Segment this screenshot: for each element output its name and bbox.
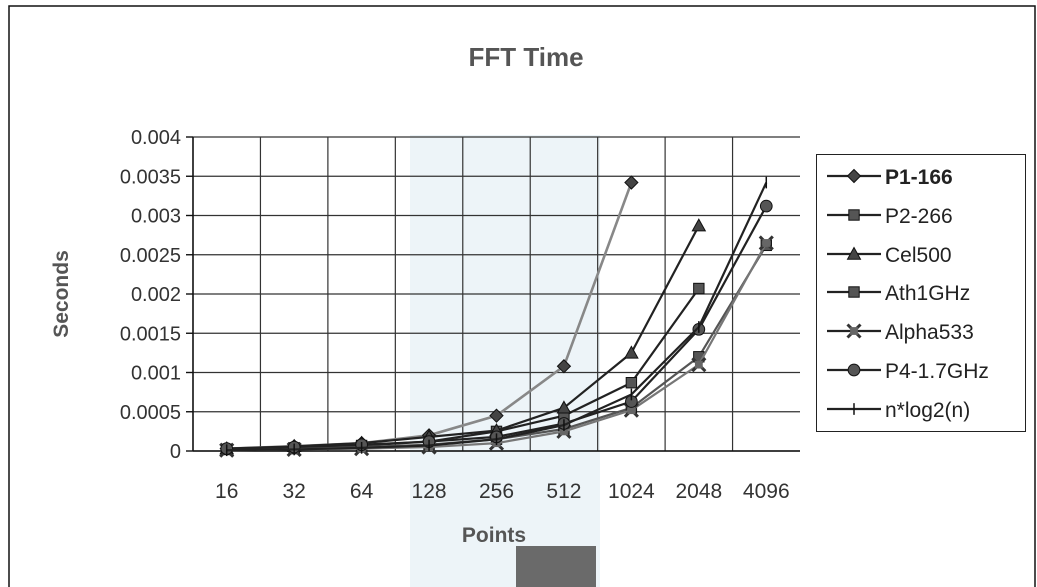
legend-marker <box>846 246 862 260</box>
legend-swatch-p2-266 <box>827 209 881 221</box>
x-tick-labels: 16 32 64 128 256 512 1024 2048 4096 <box>215 480 790 503</box>
y-tick-label: 0.0015 <box>120 323 181 345</box>
data-point-p2-266 <box>693 282 705 295</box>
legend-swatch-p1-166 <box>827 168 881 184</box>
x-tick-label: 512 <box>546 480 581 503</box>
y-tick-label: 0.0005 <box>120 402 181 424</box>
legend: P1-166 P2-266 Cel500 Ath1GHz Alpha533 P4-1.7G… <box>816 154 1026 432</box>
data-point-cel500 <box>556 400 572 414</box>
data-point-p4-1-7ghz <box>759 199 773 213</box>
legend-item-cel500: Cel500 <box>817 239 1025 269</box>
y-axis-label: Seconds <box>50 250 73 338</box>
legend-label: Alpha533 <box>885 321 974 345</box>
legend-item-ath1ghz: Ath1GHz <box>817 277 1025 307</box>
legend-item-p2-266: P2-266 <box>817 200 1025 230</box>
data-point-alpha533 <box>758 235 774 251</box>
background-tint <box>410 135 600 587</box>
y-tick-label: 0.002 <box>131 284 181 306</box>
legend-marker <box>846 323 862 339</box>
x-tick-label: 32 <box>282 480 305 503</box>
legend-label: Cel500 <box>885 243 952 267</box>
series-n-log2-n <box>225 176 768 457</box>
legend-swatch-alpha533 <box>827 323 881 339</box>
legend-item-p4-1-7ghz: P4-1.7GHz <box>817 355 1025 385</box>
legend-swatch-n-log2-n <box>827 402 881 415</box>
data-point-p1-166 <box>624 175 639 190</box>
data-point-p1-166 <box>489 408 504 423</box>
legend-label: P4-1.7GHz <box>885 360 989 383</box>
data-point-cel500 <box>624 345 639 359</box>
y-tick-label: 0.0025 <box>120 245 181 267</box>
x-tick-label: 16 <box>215 480 238 503</box>
data-point-cel500 <box>691 218 707 232</box>
legend-label: Ath1GHz <box>885 282 971 306</box>
legend-swatch-cel500 <box>827 246 881 260</box>
x-tick-label: 128 <box>412 480 447 503</box>
legend-item-p1-166: P1-166 <box>817 161 1025 191</box>
legend-swatch-p4-1-7ghz <box>827 363 881 377</box>
legend-label: P2-266 <box>885 204 953 228</box>
scan-artifact <box>516 546 596 587</box>
y-tick-label: 0.0035 <box>120 166 181 188</box>
legend-swatch-ath1ghz <box>827 286 881 299</box>
y-tick-label: 0 <box>170 441 181 463</box>
x-tick-label: 2048 <box>675 480 722 503</box>
y-tick-label: 0.003 <box>131 206 181 228</box>
data-point-p1-166 <box>556 359 572 374</box>
x-tick-label: 4096 <box>743 480 790 503</box>
legend-label: P1-166 <box>885 166 953 189</box>
y-tick-labels: 0.004 0.0035 0.003 0.0025 0.002 0.0015 0.001 0.… <box>120 127 193 463</box>
x-tick-label: 1024 <box>608 480 655 503</box>
data-point-p2-266 <box>625 377 638 389</box>
legend-marker <box>848 286 860 299</box>
data-point-alpha533 <box>691 357 707 373</box>
legend-label: n*log2(n) <box>885 398 971 422</box>
x-tick-label: 64 <box>350 480 374 503</box>
x-axis-label: Points <box>462 524 526 547</box>
legend-item-n-log2-n: n*log2(n) <box>817 394 1025 424</box>
legend-item-alpha533: Alpha533 <box>817 316 1025 346</box>
legend-marker <box>848 209 860 221</box>
legend-marker <box>846 168 862 184</box>
series-layer <box>219 175 774 458</box>
y-tick-label: 0.001 <box>131 363 181 385</box>
y-tick-label: 0.004 <box>131 127 181 149</box>
legend-marker <box>847 363 861 377</box>
chart-title: FFT Time <box>468 42 583 72</box>
x-tick-label: 256 <box>479 480 514 503</box>
